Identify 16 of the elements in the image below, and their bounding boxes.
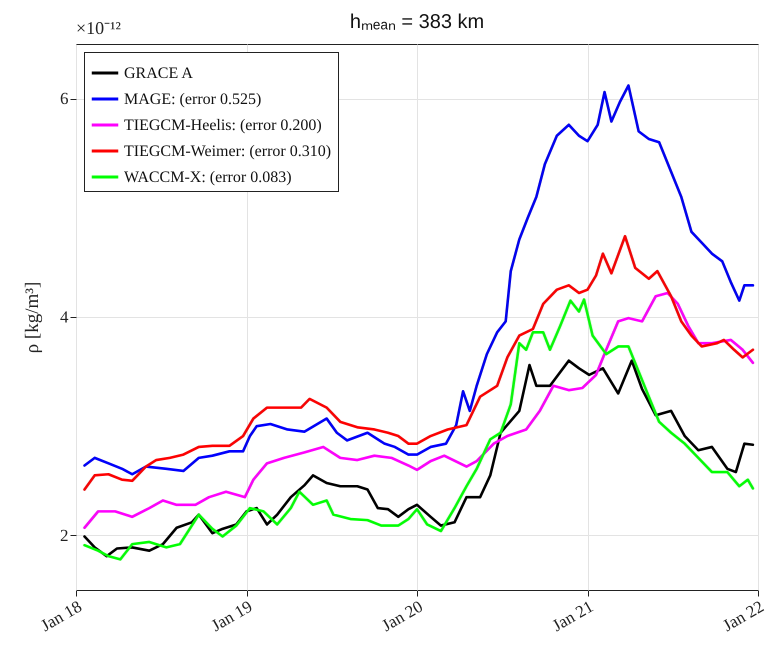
chart-title: hₘₑₐₙ = 383 km [350,11,484,33]
y-axis-title: ρ [kg/m³] [22,282,43,354]
legend-label: TIEGCM-Weimer: (error 0.310) [124,143,332,160]
x-tick-label: Jan 20 [378,596,426,636]
y-tick-label: 6 [60,89,68,108]
legend-label: TIEGCM-Heelis: (error 0.200) [124,117,322,134]
x-tick-label: Jan 22 [719,596,767,636]
x-tick-label: Jan 19 [208,596,256,636]
legend-label: WACCM-X: (error 0.083) [124,169,292,186]
legend-label: GRACE A [124,65,194,82]
x-tick-label: Jan 21 [548,596,596,636]
x-tick-label: Jan 18 [37,596,85,636]
text: ×10⁻¹² [76,18,121,38]
y-tick-label: 2 [60,526,68,545]
y-tick-label: 4 [60,308,69,326]
legend-label: MAGE: (error 0.525) [124,91,262,108]
